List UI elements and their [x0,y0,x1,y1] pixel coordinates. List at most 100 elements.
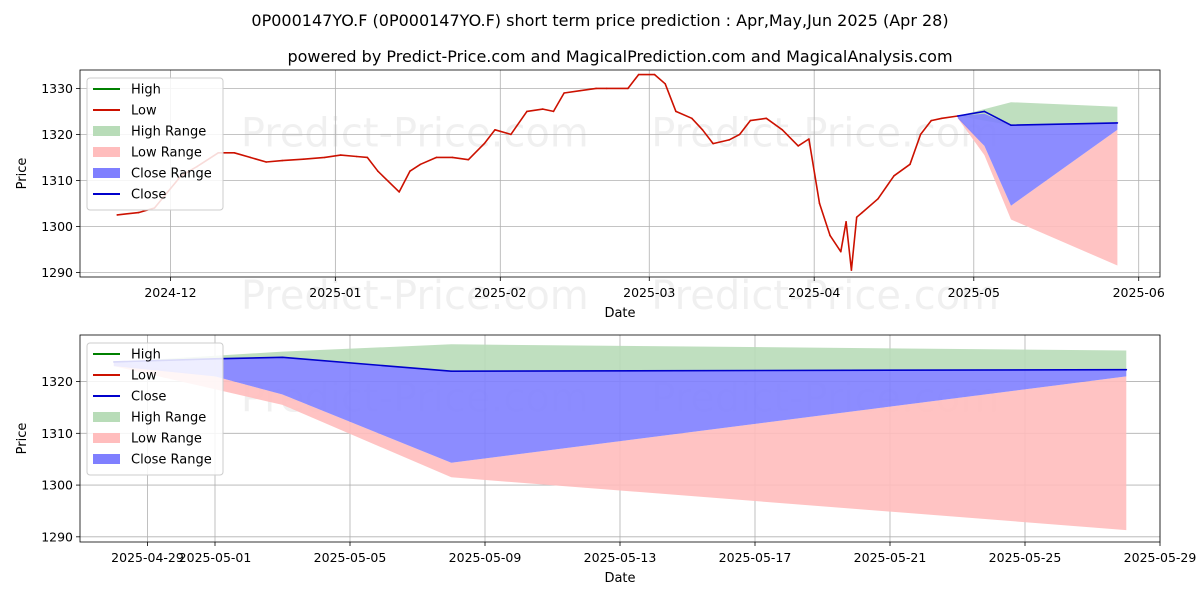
low-data-point [339,154,342,156]
low-data-point [249,156,251,159]
x-tick-label: 2025-05-21 [854,550,927,565]
plot-content [113,344,1128,531]
low-data-point [467,158,470,161]
x-tick-label: 2025-04-29 [111,550,184,565]
y-tick-label: 1300 [41,478,73,493]
low-data-point [712,142,714,145]
legend-label-high: High [131,83,161,98]
low-data-point [909,163,911,166]
low-data-point [765,117,768,120]
low-range-band [113,361,1127,531]
low-data-point [664,83,666,85]
low-data-point [701,129,704,131]
low-data-point [377,170,379,172]
y-tick-label: 1320 [41,374,73,389]
plot-frame [79,69,1161,278]
low-data-point [840,250,842,253]
low-data-point [451,156,454,159]
x-tick-label: 2025-05-25 [989,550,1062,565]
close-data-point [957,115,959,117]
legend-label-high-range: High Range [131,125,206,140]
y-tick-label: 1300 [41,219,73,234]
chart-legend: High Low High Range Low Range Close Range Clo… [86,77,224,211]
low-data-point [861,211,863,214]
legend-swatch-high-range [93,126,120,136]
legend-label-high-range: High Range [131,411,206,426]
low-data-point [137,211,140,214]
low-data-point [749,119,752,122]
low-data-point [930,119,932,122]
x-tick-label: 2025-03 [623,285,675,300]
legend-label-close: Close [131,188,166,203]
legend-box [86,342,224,476]
x-tick-label: 2024-12 [144,285,196,300]
low-data-point [818,202,821,205]
y-tick-label: 1310 [41,173,73,188]
plot-content [116,73,1119,271]
x-tick-label: 2025-02 [474,285,526,300]
low-data-point [419,163,422,166]
low-data-point [494,129,496,131]
legend-swatch-close-range [93,454,120,464]
low-data-point [808,138,810,140]
high-range-band [113,344,1127,372]
x-tick-label: 2025-05-29 [1124,550,1197,565]
low-data-point [233,152,236,154]
low-data-point [579,89,581,92]
low-data-point [637,73,640,76]
low-data-point [845,221,847,223]
low-data-point [483,142,486,145]
low-data-point [829,234,831,237]
close-range-band [957,113,1118,206]
x-tick-label: 2025-05-05 [314,550,387,565]
low-data-point [435,156,438,159]
low-data-point [116,214,118,216]
close-data-point [1116,122,1119,124]
x-tick-label: 2025-04 [788,285,840,300]
low-data-point [781,129,784,131]
low-data-point [265,161,268,163]
close-series-line [957,110,1118,126]
watermark-text: Predict-Price.com [241,273,589,319]
low-data-point [941,117,943,120]
low-data-point [797,145,799,147]
y-tick-label: 1310 [41,426,73,441]
y-tick-label: 1290 [41,529,73,544]
low-data-point [919,133,922,136]
low-data-point [855,216,858,218]
low-data-point [510,133,512,136]
x-axis-label: Date [604,571,635,586]
y-axis-label: Price [15,158,30,190]
low-data-point [542,108,544,110]
legend-label-low-range: Low Range [131,432,202,447]
legend-label-close: Close [131,390,166,405]
legend-label-high: High [131,348,161,363]
low-data-point [398,191,401,193]
legend-swatch-low-range [93,433,120,443]
low-data-point [323,156,326,159]
watermark-text: Predict-Price.com [651,273,999,319]
low-data-point [526,110,528,113]
low-range-band [957,116,1118,266]
bottom-chart-panel: Predict-Price.comPredict-Price.com129013… [15,334,1197,586]
x-tick-label: 2025-05-09 [449,550,522,565]
y-tick-label: 1330 [41,81,73,96]
low-data-point [302,158,305,160]
legend-label-low: Low [131,369,157,384]
x-tick-label: 2025-01 [309,285,361,300]
legend-label-low: Low [131,104,157,119]
legend-swatch-close-range [93,168,120,178]
close-data-point [1125,368,1128,371]
low-data-point [552,110,555,113]
close-range-band [113,357,1127,463]
legend-label-low-range: Low Range [131,146,202,161]
x-axis-label: Date [604,306,635,321]
close-data-point [1010,124,1012,126]
close-data-point [450,370,453,373]
x-tick-label: 2025-05 [948,285,1000,300]
legend-swatch-high-range [93,412,120,422]
legend-label-close-range: Close Range [131,453,212,468]
low-data-point [595,87,597,90]
